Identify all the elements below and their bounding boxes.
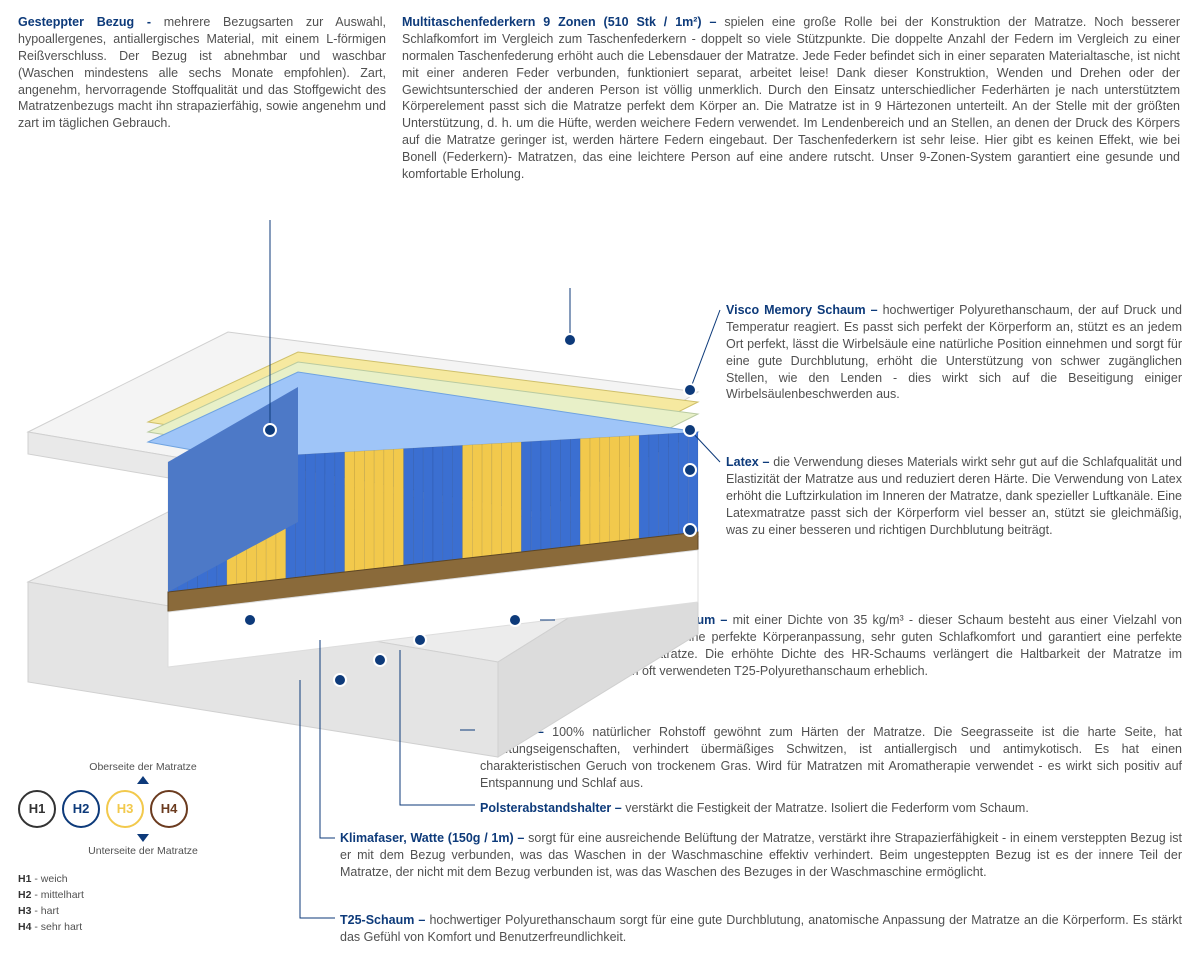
hardness-circle-h3: H3 [106,790,144,828]
klima-title: Klimafaser, Watte (150g / 1m) – [340,831,528,845]
hardness-circle-h2: H2 [62,790,100,828]
hardness-circle-h1: H1 [18,790,56,828]
springs-body: spielen eine große Rolle bei der Konstru… [402,15,1180,181]
hardness-key-h3: H3 - hart [18,904,268,920]
polster-title: Polsterabstandshalter – [480,801,625,815]
section-visco: Visco Memory Schaum – hochwertiger Polyu… [726,302,1182,403]
section-springs: Multitaschenfederkern 9 Zonen (510 Stk /… [402,14,1180,183]
mattress-diagram [18,302,708,762]
triangle-up-icon [137,776,149,784]
visco-title: Visco Memory Schaum – [726,303,883,317]
section-cover: Gesteppter Bezug - mehrere Bezugsarten z… [18,14,386,132]
visco-body: hochwertiger Polyurethanschaum, der auf … [726,303,1182,401]
legend-top-label: Oberseite der Matratze [18,760,268,774]
polster-body: verstärkt die Festigkeit der Matratze. I… [625,801,1029,815]
legend-bottom-label: Unterseite der Matratze [18,844,268,858]
triangle-down-icon [137,834,149,842]
section-latex: Latex – die Verwendung dieses Materials … [726,454,1182,538]
hardness-key-h2: H2 - mittelhart [18,888,268,904]
t25-title: T25-Schaum – [340,913,429,927]
latex-title: Latex – [726,455,773,469]
t25-body: hochwertiger Polyurethanschaum sorgt für… [340,913,1182,944]
hardness-key-h4: H4 - sehr hart [18,920,268,936]
hardness-legend: Oberseite der Matratze H1H2H3H4 Untersei… [18,760,268,935]
section-t25: T25-Schaum – hochwertiger Polyurethansch… [340,912,1182,946]
latex-body: die Verwendung dieses Materials wirkt se… [726,455,1182,537]
section-klima: Klimafaser, Watte (150g / 1m) – sorgt fü… [340,830,1182,881]
cover-title: Gesteppter Bezug - [18,15,164,29]
section-polster: Polsterabstandshalter – verstärkt die Fe… [480,800,1182,817]
cover-body: mehrere Bezugsarten zur Auswahl, hypoall… [18,15,386,130]
springs-title: Multitaschenfederkern 9 Zonen (510 Stk /… [402,15,724,29]
hardness-circle-h4: H4 [150,790,188,828]
hardness-key-h1: H1 - weich [18,872,268,888]
